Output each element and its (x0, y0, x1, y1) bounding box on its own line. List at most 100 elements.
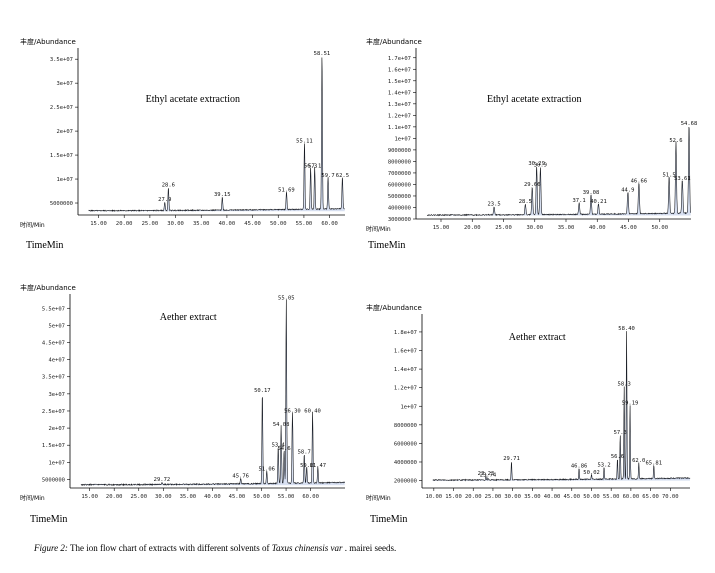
y-tick-label: 9000000 (388, 148, 411, 154)
y-tick-label: 5e+07 (48, 323, 65, 329)
x-tick-label: 55.00 (603, 494, 620, 500)
peak-label: 30.29 (528, 161, 545, 167)
y-tick-label: 1.1e+07 (388, 125, 411, 131)
y-axis-label: 丰度/Abundance (366, 303, 422, 312)
peak-label: 54.6 (277, 446, 290, 452)
y-axis-label: 丰度/Abundance (20, 37, 76, 46)
y-axis-label: 丰度/Abundance (366, 37, 422, 46)
peak-label: 37.1 (573, 198, 586, 204)
y-tick-label: 6000000 (394, 441, 417, 447)
peak-label: 55.11 (296, 139, 313, 145)
x-tick-label: 45.00 (229, 494, 246, 500)
series-trace (88, 57, 345, 213)
y-tick-label: 3.5e+07 (42, 375, 65, 381)
y-tick-label: 1e+07 (56, 177, 73, 183)
x-tick-label: 20.00 (464, 225, 481, 231)
peak-label: 58.7 (298, 449, 311, 455)
y-tick-label: 4e+07 (48, 358, 65, 364)
peak-label: 23.74 (480, 473, 497, 479)
chart-panel-4: 丰度/Abundance 2000000 4000000 6000000 8000000… (366, 296, 696, 508)
timemin-label-1: TimeMin (26, 240, 64, 251)
y-tick-label: 1e+07 (400, 404, 417, 410)
y-tick-label: 1.6e+07 (394, 349, 417, 355)
series-trace (432, 331, 691, 482)
y-tick-label: 4.5e+07 (42, 341, 65, 347)
timemin-label-2: TimeMin (368, 240, 406, 251)
peak-label: 46.86 (571, 463, 588, 469)
y-tick-label: 3.5e+07 (50, 57, 73, 63)
x-tick-label: 30.00 (155, 494, 172, 500)
y-tick-label: 1.6e+07 (388, 67, 411, 73)
timemin-label-3: TimeMin (30, 514, 68, 525)
y-tick-label: 2.5e+07 (50, 105, 73, 111)
x-tick-label: 35.00 (524, 494, 541, 500)
y-tick-label: 4000000 (394, 460, 417, 466)
peak-label: 50.02 (583, 470, 600, 476)
x-tick-label: 25.00 (142, 221, 159, 227)
y-tick-label: 6000000 (388, 182, 411, 188)
x-tick-label: 15.00 (81, 494, 98, 500)
y-tick-label: 1.2e+07 (388, 113, 411, 119)
x-axis-label: 时间/Min (20, 494, 45, 502)
x-tick-label: 50.00 (253, 494, 270, 500)
x-tick-label: 45.00 (244, 221, 261, 227)
peak-label: 29.66 (524, 182, 541, 188)
x-axis-label: 时间/Min (366, 225, 391, 233)
series-area (427, 127, 691, 216)
series-trace (80, 299, 345, 487)
x-tick-label: 20.00 (106, 494, 123, 500)
chart-panel-1: 丰度/Abundance 5000000 1e+07 1.5e+07 2e+07 2.5e… (20, 30, 350, 242)
y-tick-label: 1.4e+07 (394, 367, 417, 373)
peak-label: 50.17 (254, 388, 271, 394)
peak-label: 28.6 (162, 183, 175, 189)
y-axis-label: 丰度/Abundance (20, 283, 76, 292)
y-tick-label: 5000000 (42, 477, 65, 483)
x-axis-label: 时间/Min (366, 494, 391, 502)
peak-label: 30.9 (534, 162, 547, 168)
peak-label: 58.3 (618, 382, 631, 388)
peak-label: 56.3 (304, 163, 317, 169)
chart-panel-2: 丰度/Abundance 3000000 4000000 5000000 6000000… (366, 30, 697, 242)
x-tick-label: 65.00 (642, 494, 659, 500)
caption-species: Taxus chinensis var (271, 543, 343, 553)
peak-label: 52.6 (669, 138, 682, 144)
x-tick-label: 15.00 (445, 494, 462, 500)
peak-label: 54.08 (273, 422, 290, 428)
peak-label: 59.7 (321, 173, 334, 179)
chart-title: Aether extract (160, 312, 217, 323)
x-tick-label: 60.00 (623, 494, 640, 500)
peak-label: 58.40 (618, 326, 635, 332)
x-tick-label: 30.00 (504, 494, 521, 500)
y-tick-label: 3e+07 (48, 392, 65, 398)
x-tick-label: 55.00 (296, 221, 313, 227)
peak-label: 53.2 (597, 462, 610, 468)
chart-title: Ethyl acetate extraction (487, 94, 581, 105)
peak-label: 29.71 (503, 456, 520, 462)
peak-label: 59.19 (622, 400, 639, 406)
y-tick-label: 7000000 (388, 171, 411, 177)
series-area (432, 331, 690, 481)
x-tick-label: 40.00 (219, 221, 236, 227)
y-tick-label: 2.5e+07 (42, 409, 65, 415)
peak-label: 61.47 (310, 463, 327, 469)
y-tick-label: 8000000 (394, 423, 417, 429)
chart-1-svg: 丰度/Abundance 5000000 1e+07 1.5e+07 2e+07 2.5e… (20, 37, 349, 229)
peak-label: 55.05 (278, 295, 295, 301)
x-tick-label: 55.00 (278, 494, 295, 500)
y-tick-label: 1.4e+07 (388, 90, 411, 96)
figure-caption: Figure 2: The ion flow chart of extracts… (34, 543, 396, 553)
x-tick-label: 40.00 (544, 494, 561, 500)
x-tick-label: 50.00 (583, 494, 600, 500)
x-tick-label: 25.00 (130, 494, 147, 500)
y-tick-label: 4000000 (388, 205, 411, 211)
x-tick-label: 30.00 (167, 221, 184, 227)
y-tick-label: 2e+07 (56, 129, 73, 135)
x-tick-label: 60.00 (321, 221, 338, 227)
y-tick-label: 1e+07 (48, 460, 65, 466)
peak-label: 28.5 (519, 199, 532, 205)
x-tick-label: 50.00 (270, 221, 287, 227)
peak-label: 46.66 (631, 178, 648, 184)
y-tick-label: 1e+07 (394, 136, 411, 142)
peak-label: 23.5 (488, 201, 501, 207)
x-tick-label: 50.00 (651, 225, 668, 231)
